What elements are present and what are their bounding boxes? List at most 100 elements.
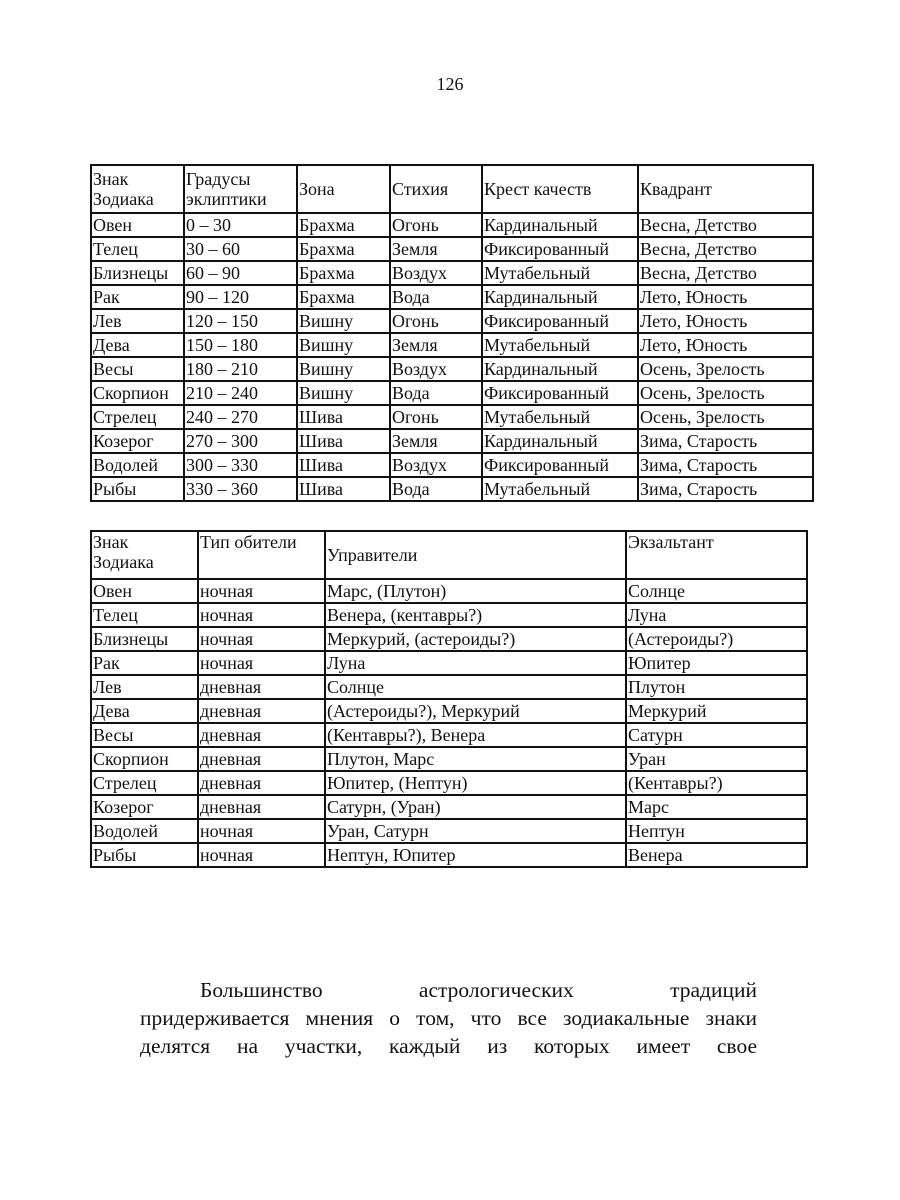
table-cell: Луна xyxy=(324,650,627,676)
table-cell: (Кентавры?), Венера xyxy=(324,722,627,748)
table-cell: Луна xyxy=(625,602,808,628)
table-cell: Марс xyxy=(625,794,808,820)
table-cell: Плутон xyxy=(625,674,808,700)
table-cell: Воздух xyxy=(389,356,483,382)
table-cell: Мутабельный xyxy=(481,476,639,502)
table-row: Лев дневная Солнце Плутон xyxy=(90,674,808,700)
table-cell: Рыбы xyxy=(90,842,199,868)
table-cell: Осень, Зрелость xyxy=(637,404,814,430)
table-row: Овен ночная Марс, (Плутон) Солнце xyxy=(90,578,808,604)
table-cell: Огонь xyxy=(389,212,483,238)
header-row: Знак Зодиака Тип обители Управители Экзальт… xyxy=(90,530,808,580)
table-cell: Рак xyxy=(90,650,199,676)
table-cell: дневная xyxy=(197,770,326,796)
table-cell: Юпитер xyxy=(625,650,808,676)
table-cell: Телец xyxy=(90,602,199,628)
table-cell: Брахма xyxy=(296,212,391,238)
table-cell: Брахма xyxy=(296,260,391,286)
table-cell: ночная xyxy=(197,650,326,676)
table-cell: Уран xyxy=(625,746,808,772)
header-cell: Крест качеств xyxy=(481,164,639,214)
table-cell: Телец xyxy=(90,236,185,262)
header-cell: Знак Зодиака xyxy=(90,530,199,580)
table-cell: Земля xyxy=(389,236,483,262)
table-row: Водолей ночная Уран, Сатурн Нептун xyxy=(90,818,808,844)
table-cell: Нептун xyxy=(625,818,808,844)
table-cell: Мутабельный xyxy=(481,260,639,286)
table-cell: 30 – 60 xyxy=(183,236,298,262)
table-row: Рак 90 – 120 Брахма Вода Кардинальный Лето, Ю… xyxy=(90,284,814,310)
table-cell: Фиксированный xyxy=(481,236,639,262)
table-cell: Зима, Старость xyxy=(637,476,814,502)
table-row: Овен 0 – 30 Брахма Огонь Кардинальный Весна, … xyxy=(90,212,814,238)
table-cell: Дева xyxy=(90,698,199,724)
table-row: Весы дневная (Кентавры?), Венера Сатурн xyxy=(90,722,808,748)
table-cell: Кардинальный xyxy=(481,212,639,238)
table-row: Стрелец 240 – 270 Шива Огонь Мутабельный Осен… xyxy=(90,404,814,430)
table-cell: Вода xyxy=(389,284,483,310)
table-row: Близнецы 60 – 90 Брахма Воздух Мутабельный Ве… xyxy=(90,260,814,286)
table-cell: Лето, Юность xyxy=(637,284,814,310)
table-cell: Вода xyxy=(389,380,483,406)
table-row: Телец ночная Венера, (кентавры?) Луна xyxy=(90,602,808,628)
table-row: Рак ночная Луна Юпитер xyxy=(90,650,808,676)
table-cell: Марс, (Плутон) xyxy=(324,578,627,604)
table-cell: Земля xyxy=(389,332,483,358)
header-cell: Зона xyxy=(296,164,391,214)
table-cell: (Астероиды?), Меркурий xyxy=(324,698,627,724)
table-cell: Меркурий xyxy=(625,698,808,724)
table-cell: Воздух xyxy=(389,260,483,286)
table-cell: Кардинальный xyxy=(481,356,639,382)
paragraph-line: Большинство астрологических традиций xyxy=(200,978,757,1002)
table-cell: дневная xyxy=(197,794,326,820)
table-row: Рыбы ночная Нептун, Юпитер Венера xyxy=(90,842,808,868)
table-cell: Дева xyxy=(90,332,185,358)
table-row: Скорпион 210 – 240 Вишну Вода Фиксированный О… xyxy=(90,380,814,406)
table-cell: Скорпион xyxy=(90,746,199,772)
table-cell: Овен xyxy=(90,212,185,238)
table-cell: Вишну xyxy=(296,356,391,382)
table-cell: Лев xyxy=(90,674,199,700)
table-cell: Осень, Зрелость xyxy=(637,356,814,382)
table-cell: Огонь xyxy=(389,404,483,430)
zodiac-rulers-table: Знак Зодиака Тип обители Управители Экзальт… xyxy=(90,530,808,868)
table-cell: 120 – 150 xyxy=(183,308,298,334)
table-row: Козерог дневная Сатурн, (Уран) Марс xyxy=(90,794,808,820)
table-row: Рыбы 330 – 360 Шива Вода Мутабельный Зима, Ст… xyxy=(90,476,814,502)
table-cell: Шива xyxy=(296,404,391,430)
table-cell: Кардинальный xyxy=(481,428,639,454)
table-cell: 240 – 270 xyxy=(183,404,298,430)
table-cell: ночная xyxy=(197,626,326,652)
table-row: Водолей 300 – 330 Шива Воздух Фиксированный З… xyxy=(90,452,814,478)
table-cell: Рыбы xyxy=(90,476,185,502)
table-cell: Близнецы xyxy=(90,626,199,652)
table-cell: Вода xyxy=(389,476,483,502)
table-cell: Стрелец xyxy=(90,770,199,796)
table-cell: 0 – 30 xyxy=(183,212,298,238)
table-cell: Шива xyxy=(296,452,391,478)
paragraph-line: делятся на участки, каждый из которых им… xyxy=(140,1034,757,1058)
table-cell: Фиксированный xyxy=(481,452,639,478)
table-cell: ночная xyxy=(197,842,326,868)
table-row: Телец 30 – 60 Брахма Земля Фиксированный Весн… xyxy=(90,236,814,262)
table-row: Козерог 270 – 300 Шива Земля Кардинальный Зим… xyxy=(90,428,814,454)
table-cell: Шива xyxy=(296,428,391,454)
table-cell: Кардинальный xyxy=(481,284,639,310)
table-row: Дева дневная (Астероиды?), Меркурий Меркури… xyxy=(90,698,808,724)
table-cell: Вишну xyxy=(296,380,391,406)
table-row: Близнецы ночная Меркурий, (астероиды?) (Аст… xyxy=(90,626,808,652)
table-cell: Мутабельный xyxy=(481,404,639,430)
table-cell: дневная xyxy=(197,746,326,772)
page-number: 126 xyxy=(436,74,464,94)
table-cell: Рак xyxy=(90,284,185,310)
zodiac-degrees-table: Знак Зодиака Градусы эклиптики Зона Стихия К… xyxy=(90,164,814,502)
body-paragraph: Большинство астрологических традиций при… xyxy=(140,976,757,1060)
table-cell: Стрелец xyxy=(90,404,185,430)
table-cell: 60 – 90 xyxy=(183,260,298,286)
table-cell: Юпитер, (Нептун) xyxy=(324,770,627,796)
table-cell: Вишну xyxy=(296,332,391,358)
table-cell: Весы xyxy=(90,356,185,382)
table-cell: Сатурн xyxy=(625,722,808,748)
header-cell: Градусы эклиптики xyxy=(183,164,298,214)
table-cell: Солнце xyxy=(324,674,627,700)
